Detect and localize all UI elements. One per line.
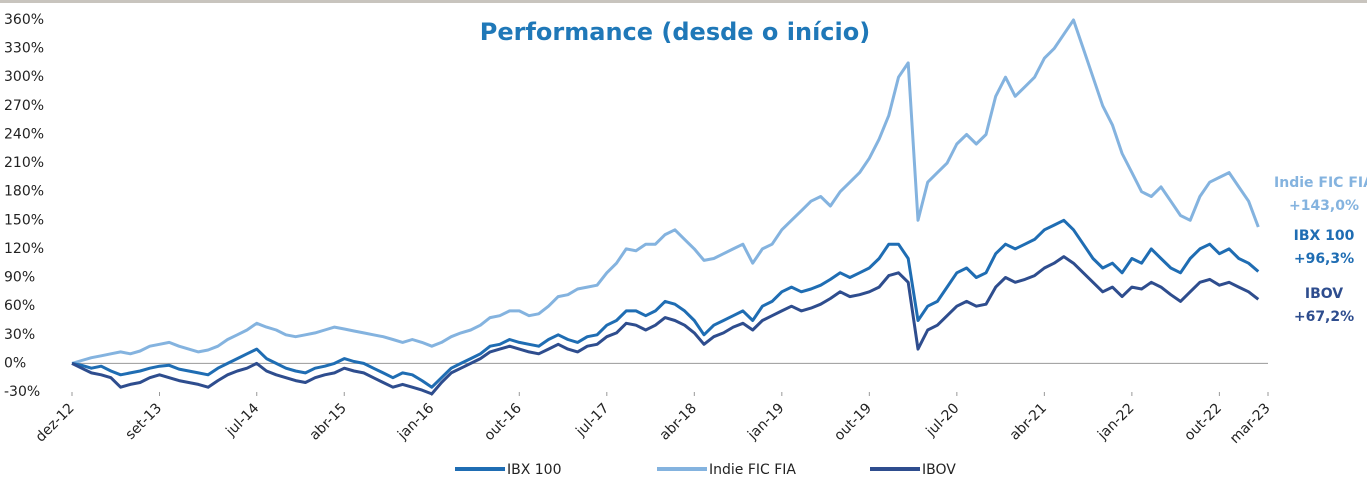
y-tick-label: 180% — [4, 184, 44, 200]
x-tick-label: out-22 — [1181, 400, 1225, 444]
y-tick-label: 300% — [4, 69, 44, 85]
x-tick-label: jul-17 — [572, 400, 612, 440]
x-tick-label: jul-20 — [923, 400, 963, 440]
y-tick-label: 240% — [4, 126, 44, 142]
y-tick-label: 60% — [4, 298, 35, 314]
y-tick-label: 90% — [4, 270, 35, 286]
legend-label: IBOV — [922, 462, 956, 478]
x-tick-label: set-13 — [123, 400, 166, 443]
x-tick-label: jan-16 — [394, 400, 437, 443]
x-tick-label: jul-14 — [222, 400, 262, 440]
top-border — [0, 0, 1367, 3]
y-tick-label: 30% — [4, 327, 35, 343]
x-tick-label: out-16 — [481, 400, 525, 444]
x-tick-label: mar-23 — [1227, 400, 1274, 447]
x-tick-label: abr-21 — [1007, 400, 1050, 443]
y-tick-label: 0% — [4, 355, 26, 371]
series-line — [71, 255, 1260, 396]
y-tick-label: 210% — [4, 155, 44, 171]
x-tick-label: jan-19 — [744, 400, 787, 443]
series-line — [71, 218, 1260, 389]
y-tick-label: -30% — [4, 384, 40, 400]
x-tick-label: jan-22 — [1094, 400, 1137, 443]
annotation: +143,0% — [1289, 198, 1359, 214]
annotation: +67,2% — [1294, 309, 1354, 325]
annotation: +96,3% — [1294, 251, 1354, 267]
y-tick-label: 120% — [4, 241, 44, 257]
y-tick-label: 270% — [4, 98, 44, 114]
y-tick-label: 360% — [4, 12, 44, 28]
annotation: IBOV — [1305, 286, 1343, 302]
x-tick-label: abr-15 — [307, 400, 350, 443]
x-tick-label: abr-18 — [657, 400, 700, 443]
x-tick-label: out-19 — [831, 400, 875, 444]
legend-label: IBX 100 — [507, 462, 562, 478]
annotation: IBX 100 — [1294, 228, 1355, 244]
chart-title: Performance (desde o início) — [480, 18, 870, 46]
x-tick-label: dez-12 — [33, 400, 78, 445]
legend-label: Indie FIC FIA — [709, 462, 796, 478]
series-line — [71, 18, 1260, 365]
y-tick-label: 150% — [4, 212, 44, 228]
annotation: Indie FIC FIA — [1274, 175, 1367, 191]
y-tick-label: 330% — [4, 41, 44, 57]
